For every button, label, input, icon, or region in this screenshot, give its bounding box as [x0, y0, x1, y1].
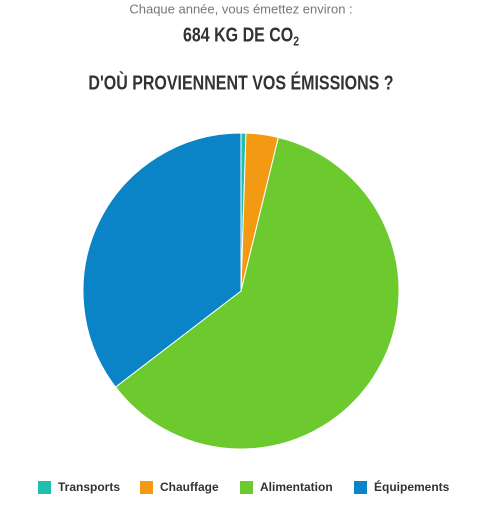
- legend-label: Chauffage: [160, 480, 219, 494]
- legend-label: Alimentation: [260, 480, 333, 494]
- legend-swatch: [240, 481, 253, 494]
- total: 684 KG DE CO2: [183, 24, 299, 49]
- total-subscript: 2: [293, 34, 299, 48]
- pie-slice: [114, 136, 400, 450]
- legend: Transports Chauffage Alimentation Équipemen…: [38, 479, 450, 494]
- total-text: 684 KG DE CO: [183, 24, 293, 46]
- pie-slice: [82, 132, 242, 388]
- legend-swatch: [140, 481, 153, 494]
- legend-label: Équipements: [374, 479, 450, 494]
- chart-title: D'OÙ PROVIENNENT VOS ÉMISSIONS ?: [88, 71, 393, 94]
- intro: Chaque année, vous émettez environ :: [129, 1, 352, 16]
- legend-label: Transports: [58, 480, 120, 494]
- legend-swatch: [38, 481, 51, 494]
- pie: [82, 132, 400, 450]
- legend-swatch: [354, 481, 367, 494]
